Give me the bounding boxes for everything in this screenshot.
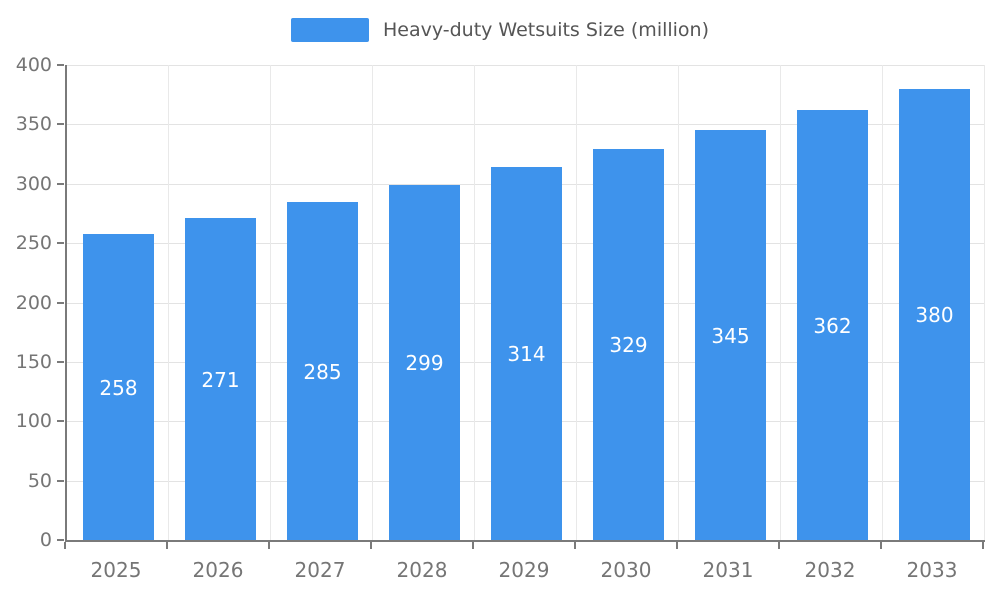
bar[interactable]: 258 — [83, 234, 154, 540]
bar[interactable]: 271 — [185, 218, 256, 540]
x-axis-tick — [778, 542, 780, 549]
gridline-horizontal — [67, 124, 985, 126]
gridline-vertical — [474, 65, 475, 540]
plot-area: 258 271 285 299 314 329 345 362 380 — [65, 65, 985, 542]
x-axis-label: 2029 — [498, 558, 550, 582]
x-axis-tick — [370, 542, 372, 549]
gridline-vertical — [882, 65, 883, 540]
x-axis-tick — [880, 542, 882, 549]
x-axis-label: 2025 — [90, 558, 142, 582]
x-axis-tick — [166, 542, 168, 549]
bar[interactable]: 362 — [797, 110, 868, 540]
gridline-vertical — [780, 65, 781, 540]
y-axis-label: 100 — [15, 410, 52, 433]
x-axis-tick — [982, 542, 984, 549]
y-axis-tick — [57, 242, 64, 245]
gridline-vertical — [984, 65, 985, 540]
x-axis-label: 2027 — [294, 558, 346, 582]
x-axis-label: 2030 — [600, 558, 652, 582]
x-axis-tick — [268, 542, 270, 549]
x-axis-tick — [574, 542, 576, 549]
y-axis-label: 250 — [15, 232, 52, 255]
gridline-vertical — [678, 65, 679, 540]
gridline-horizontal — [67, 65, 985, 66]
gridline-vertical — [372, 65, 373, 540]
y-axis-label: 200 — [15, 291, 52, 314]
gridline-vertical — [168, 65, 169, 540]
bar[interactable]: 329 — [593, 149, 664, 540]
y-axis-tick — [57, 123, 64, 126]
x-axis-tick — [64, 542, 66, 549]
y-axis-tick — [57, 64, 64, 66]
bar-value-label: 258 — [99, 376, 138, 400]
chart-legend[interactable]: Heavy-duty Wetsuits Size (million) — [0, 18, 1000, 42]
y-axis-tick — [57, 301, 64, 304]
y-axis-tick — [57, 420, 64, 423]
x-axis-label: 2032 — [804, 558, 856, 582]
y-axis-tick — [57, 479, 64, 482]
gridline-vertical — [270, 65, 271, 540]
bar-value-label: 345 — [711, 324, 750, 348]
bar-value-label: 299 — [405, 351, 444, 375]
gridline-vertical — [576, 65, 577, 540]
y-axis-tick — [57, 182, 64, 185]
y-axis-label: 0 — [39, 529, 52, 551]
x-axis-label: 2031 — [702, 558, 754, 582]
bar-value-label: 285 — [303, 360, 342, 384]
bar[interactable]: 285 — [287, 202, 358, 540]
bar[interactable]: 299 — [389, 185, 460, 540]
y-axis-tick — [57, 360, 64, 363]
legend-swatch[interactable] — [290, 18, 369, 42]
bar[interactable]: 314 — [491, 167, 562, 540]
y-axis-label: 50 — [27, 469, 52, 492]
y-axis-label: 150 — [15, 350, 52, 373]
bar-value-label: 380 — [915, 303, 954, 327]
bar-value-label: 314 — [507, 342, 546, 366]
y-axis-label: 400 — [15, 54, 52, 76]
y-axis-tick — [57, 539, 64, 541]
y-axis-label: 300 — [15, 172, 52, 195]
bar-value-label: 362 — [813, 314, 852, 338]
legend-label: Heavy-duty Wetsuits Size (million) — [382, 19, 710, 41]
x-axis-tick — [472, 542, 474, 549]
bar-value-label: 271 — [201, 368, 240, 392]
y-axis-label: 350 — [15, 113, 52, 136]
x-axis-label: 2026 — [192, 558, 244, 582]
bar[interactable]: 380 — [899, 89, 970, 540]
bar-value-label: 329 — [609, 333, 648, 357]
bar[interactable]: 345 — [695, 130, 766, 540]
x-axis-tick — [676, 542, 678, 549]
x-axis-label: 2028 — [396, 558, 448, 582]
x-axis-label: 2033 — [906, 558, 958, 582]
